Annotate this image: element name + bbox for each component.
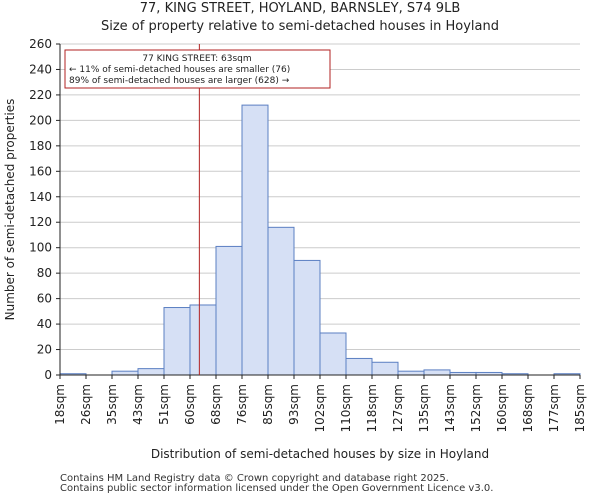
y-tick-label-7: 140: [29, 190, 52, 204]
bar-35sqm: [111, 370, 139, 376]
grid: [60, 43, 580, 376]
bar-135sqm: [423, 369, 451, 376]
bar-85sqm: [267, 226, 295, 376]
x-tick-label-6: 68sqm: [209, 384, 223, 425]
x-tick-label-18: 168sqm: [521, 384, 535, 432]
x-tick-label-0: 18sqm: [53, 384, 67, 425]
x-tick-label-7: 76sqm: [235, 384, 249, 425]
x-tick-label-14: 135sqm: [417, 384, 431, 432]
chart-subtitle: Size of property relative to semi-detach…: [100, 19, 500, 34]
bar-60sqm: [189, 304, 217, 376]
x-tick-label-17: 160sqm: [495, 384, 509, 432]
chart-title: 77, KING STREET, HOYLAND, BARNSLEY, S74 …: [139, 1, 461, 16]
y-tick-label-4: 80: [37, 266, 52, 280]
x-ticks: 18sqm 26sqm 35sqm 43sqm 51sqm 60sqm 68sqm 76sqm…: [53, 375, 587, 432]
bar-127sqm: [397, 370, 425, 376]
x-axis-label: Distribution of semi-detached houses by …: [151, 447, 489, 461]
annotation-box: 77 KING STREET: 63sqm ← 11% of semi-deta…: [64, 49, 331, 89]
footer-licence: Contains public sector information licen…: [60, 483, 494, 494]
y-tick-label-10: 200: [29, 113, 52, 127]
x-tick-label-4: 51sqm: [157, 384, 171, 425]
x-tick-label-12: 118sqm: [365, 384, 379, 432]
bar-102sqm: [319, 332, 347, 376]
y-tick-label-8: 160: [29, 164, 52, 178]
bar-118sqm: [371, 361, 399, 376]
x-tick-label-9: 93sqm: [287, 384, 301, 425]
x-tick-label-11: 110sqm: [339, 384, 353, 432]
x-tick-label-19: 177sqm: [547, 384, 561, 432]
x-tick-label-8: 85sqm: [261, 384, 275, 425]
bar-93sqm: [293, 259, 321, 376]
bar-43sqm: [137, 368, 165, 376]
bar-76sqm: [241, 104, 269, 376]
x-tick-label-13: 127sqm: [391, 384, 405, 432]
annotation-line-3: 89% of semi-detached houses are larger (…: [69, 76, 290, 86]
x-tick-label-16: 152sqm: [469, 384, 483, 432]
y-ticks: 0 20 40 60 80 100 120 140 160 180 200 220 240 260: [29, 37, 60, 382]
x-tick-label-15: 143sqm: [443, 384, 457, 432]
bar-68sqm: [215, 245, 243, 376]
x-tick-label-20: 185sqm: [573, 384, 587, 432]
y-tick-label-12: 240: [29, 62, 52, 76]
bar-110sqm: [345, 357, 373, 376]
y-tick-label-5: 100: [29, 241, 52, 255]
annotation-line-1: 77 KING STREET: 63sqm: [142, 54, 251, 64]
annotation-line-2: ← 11% of semi-detached houses are smalle…: [69, 65, 290, 75]
bar-51sqm: [163, 307, 191, 376]
y-tick-label-2: 40: [37, 317, 52, 331]
y-axis-label: Number of semi-detached properties: [3, 99, 17, 321]
y-tick-label-13: 260: [29, 37, 52, 51]
annotation-frame: [64, 49, 331, 89]
bars: [59, 104, 581, 376]
y-tick-label-6: 120: [29, 215, 52, 229]
y-tick-label-9: 180: [29, 139, 52, 153]
x-tick-label-10: 102sqm: [313, 384, 327, 432]
x-tick-label-3: 43sqm: [131, 384, 145, 425]
y-tick-label-11: 220: [29, 88, 52, 102]
y-tick-label-1: 20: [37, 343, 52, 357]
x-tick-label-2: 35sqm: [105, 384, 119, 425]
y-tick-label-3: 60: [37, 292, 52, 306]
y-tick-label-0: 0: [44, 368, 52, 382]
x-tick-label-5: 60sqm: [183, 384, 197, 425]
x-tick-label-1: 26sqm: [79, 384, 93, 425]
footer-copyright: Contains HM Land Registry data © Crown c…: [60, 473, 449, 484]
